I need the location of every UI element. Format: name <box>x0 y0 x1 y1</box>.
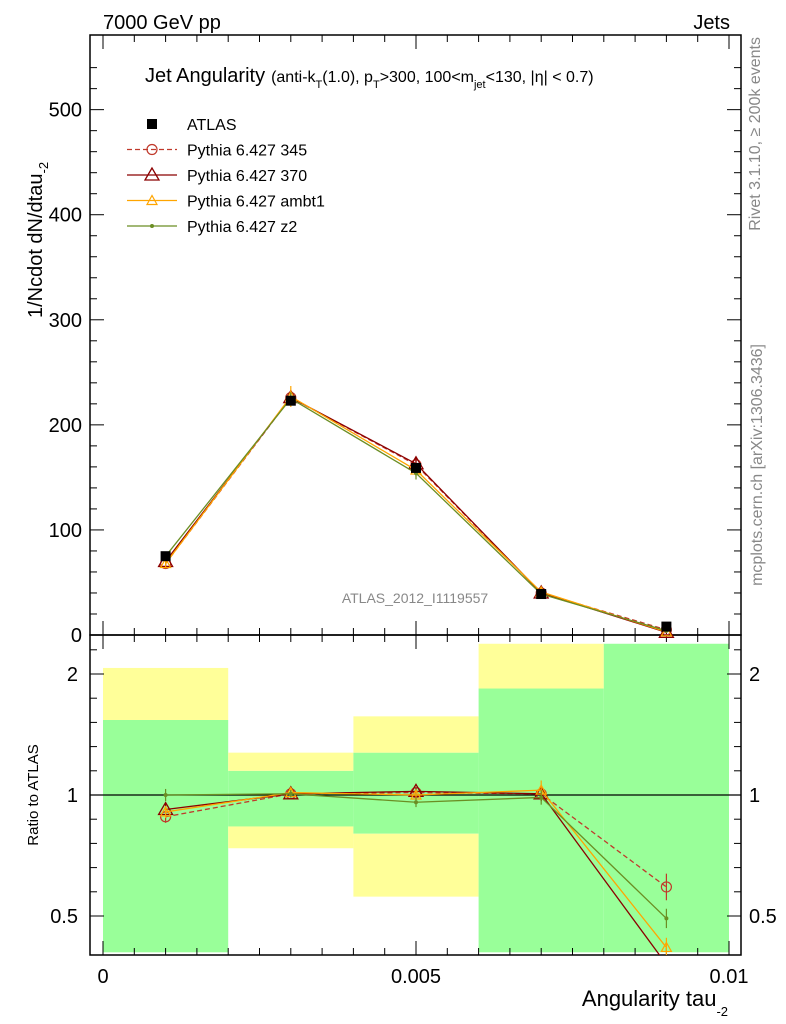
data-point <box>536 589 547 600</box>
data-point <box>285 395 296 406</box>
data-point <box>160 551 171 562</box>
mcplots-label: mcplots.cern.ch [arXiv:1306.3436] <box>749 344 766 586</box>
header-right: Jets <box>693 12 730 34</box>
title-mid1: (1.0), p <box>322 69 373 86</box>
band-yellow-hi-2 <box>353 716 479 753</box>
main-y-label-sub: -2 <box>36 162 51 174</box>
band-yellow-lo-1 <box>228 826 354 849</box>
ratio-ytick-label-right: 2 <box>749 664 760 686</box>
svg-text:1/Ncdot dN/dtau-2: 1/Ncdot dN/dtau-2 <box>25 162 51 318</box>
legend-label: Pythia 6.427 ambt1 <box>187 194 325 211</box>
ratio-xtick-label: 0 <box>97 966 108 988</box>
ratio-xtick-label: 0.005 <box>391 966 441 988</box>
main-ytick-label: 0 <box>71 625 82 647</box>
band-green-4 <box>603 643 729 953</box>
legend-marker <box>147 119 157 129</box>
band-yellow-3 <box>478 643 604 689</box>
title-main: Jet Angularity <box>145 65 265 87</box>
ratio-ytick-label-right: 1 <box>749 785 760 807</box>
data-point <box>411 462 421 473</box>
legend-label: Pythia 6.427 345 <box>187 143 307 160</box>
ratio-point <box>659 957 673 969</box>
ratio-point <box>163 793 168 797</box>
ratio-ytick-label-left: 1 <box>67 785 78 807</box>
ratio-series <box>157 780 673 969</box>
ratio-ytick-label-right: 0.5 <box>749 906 777 928</box>
band-green-3 <box>478 688 604 953</box>
series-atlas <box>160 395 672 632</box>
band-yellow-0 <box>103 667 229 720</box>
ratio-point <box>539 795 544 800</box>
data-point <box>661 621 672 632</box>
main-ytick-label: 300 <box>49 310 82 332</box>
main-ytick-label: 200 <box>49 415 82 437</box>
title-sub2: T <box>373 79 380 91</box>
title-sub3: jet <box>473 79 486 91</box>
band-yellow-hi-1 <box>228 752 354 771</box>
ratio-point <box>159 805 172 817</box>
ratio-y-axis-label: Ratio to ATLAS <box>25 744 42 845</box>
ratio-xtick-label: 0.01 <box>710 966 749 988</box>
chart-title: Jet Angularity (anti-kT(1.0), pT>300, 100… <box>145 65 594 91</box>
main-ytick-label: 400 <box>49 205 82 227</box>
legend-marker <box>150 224 154 228</box>
ratio-point <box>660 941 673 953</box>
title-open: (anti-k <box>271 69 316 86</box>
ratio-point <box>664 916 669 921</box>
legend-marker <box>145 194 159 206</box>
legend-item: Pythia 6.427 ambt1 <box>127 194 325 211</box>
legend-item: Pythia 6.427 370 <box>127 166 307 185</box>
title-sub1: T <box>316 79 323 91</box>
ratio-ytick-label-left: 2 <box>67 664 78 686</box>
main-y-axis-label: 1/Ncdot dN/dtau-2 <box>25 162 51 318</box>
main-ytick-label: 100 <box>49 520 82 542</box>
x-label-text: Angularity tau <box>582 986 717 1011</box>
header-left: 7000 GeV pp <box>103 12 221 34</box>
legend-item: Pythia 6.427 z2 <box>127 219 297 236</box>
legend-item: ATLAS <box>147 117 237 134</box>
ratio-point <box>414 800 418 805</box>
analysis-watermark: ATLAS_2012_I1119557 <box>342 590 489 606</box>
band-yellow-lo-2 <box>353 833 479 897</box>
ratio-series-pythia-6-427-z2 <box>163 788 669 929</box>
main-series <box>157 385 675 639</box>
legend-marker <box>146 143 158 156</box>
legend: ATLAS Pythia 6.427 345 Pythia 6.427 370 Pyt… <box>127 117 325 236</box>
main-ytick-label: 500 <box>49 100 82 122</box>
rivet-label: Rivet 3.1.10, ≥ 200k events <box>747 37 764 231</box>
legend-item: Pythia 6.427 345 <box>127 143 307 160</box>
legend-marker <box>143 166 161 181</box>
legend-label: Pythia 6.427 370 <box>187 168 307 185</box>
ratio-point <box>288 791 293 796</box>
title-tail: <130, |η| < 0.7) <box>486 69 594 86</box>
x-label-sub: -2 <box>716 1004 728 1019</box>
ratio-bands <box>103 643 729 953</box>
x-axis-label: Angularity tau-2 <box>582 986 728 1019</box>
legend-label: ATLAS <box>187 117 237 134</box>
legend-label: Pythia 6.427 z2 <box>187 219 297 236</box>
ratio-point <box>660 881 673 893</box>
ratio-ytick-label-left: 0.5 <box>50 906 78 928</box>
main-y-label-text: 1/Ncdot dN/dtau <box>25 174 47 319</box>
data-point <box>159 557 172 569</box>
title-mid2: >300, 100<m <box>380 69 474 86</box>
band-green-0 <box>103 719 229 953</box>
